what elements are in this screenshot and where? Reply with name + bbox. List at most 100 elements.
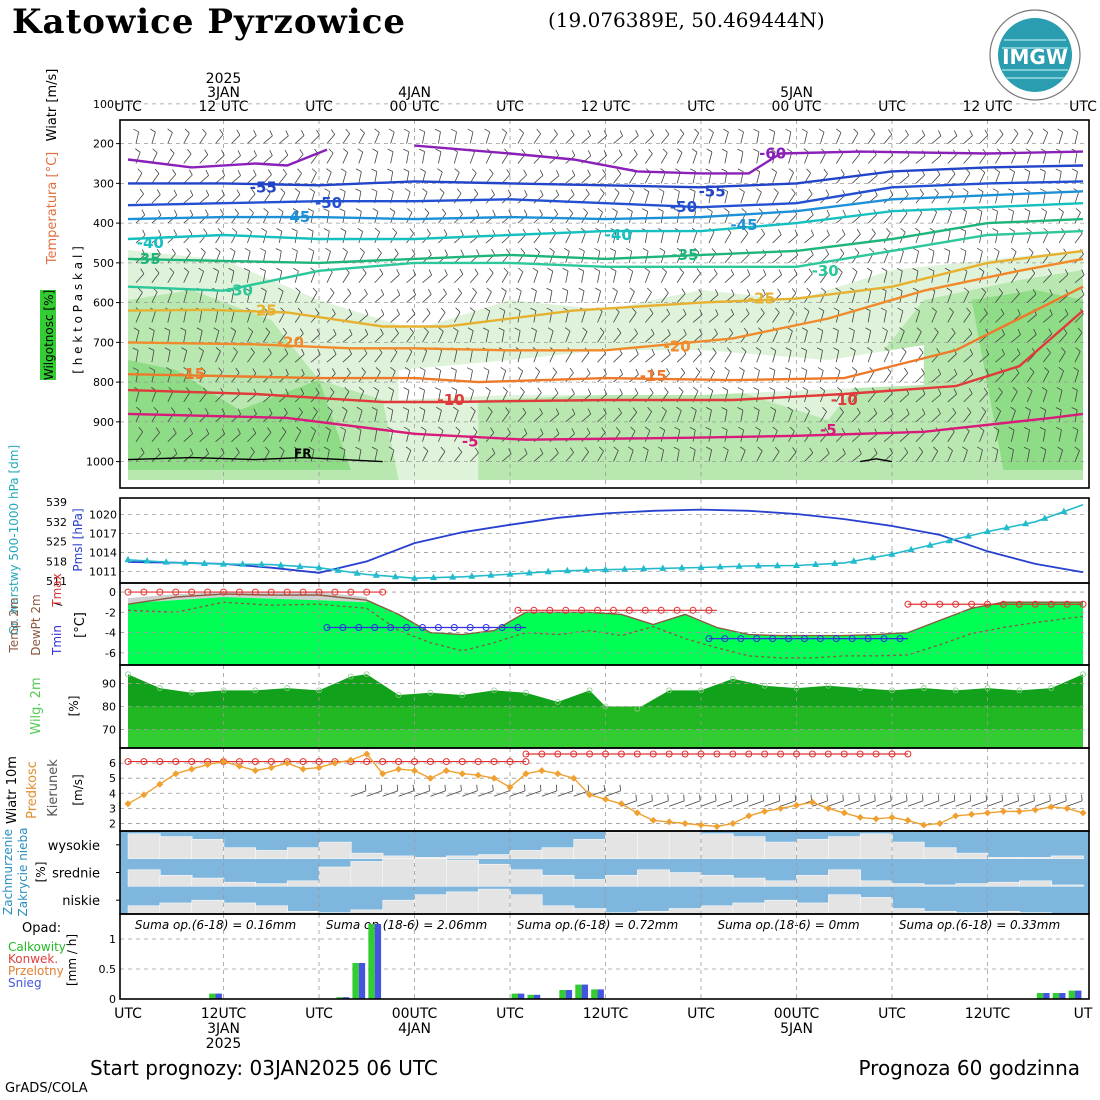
wind-barb [517,350,522,363]
precip-bar-snow [533,994,541,999]
wind-barb [422,410,426,422]
cloud-bar [350,861,384,887]
wind-barb [167,272,175,283]
wind-barb [756,212,764,224]
wind-barb-feather [407,208,413,213]
tmax-marker [331,588,339,596]
wind-barb [995,211,998,224]
wind-barb-feather [532,267,539,272]
time-label: UTC [305,1006,333,1022]
cloud-bar [318,866,352,887]
wind-barb [294,135,305,144]
geopotential-marker [888,550,896,557]
wind-barb [995,231,999,244]
wind-barb-feather [1015,367,1020,374]
wind-barb [422,350,428,363]
cloud-bar [127,869,161,887]
wind-barb-feather [912,287,919,292]
wind-barb-feather [250,347,255,353]
wind-barb-feather [690,208,696,212]
wind-barb [963,374,974,383]
wind-barb [151,350,155,363]
wind-barb [454,274,464,284]
wind-barb-feather [502,386,508,392]
wind-barb-feather [491,248,495,255]
wind-barb [231,433,241,443]
wind-barb [756,274,767,284]
gust-marker [856,750,864,758]
wind-barb-feather [173,448,178,454]
tmax-marker [968,600,976,608]
wind-barb-feather [630,426,636,432]
wind-barb [995,134,1004,144]
wind-barb-feather [849,347,856,351]
wind-barb [358,353,368,363]
wind-barb [167,153,175,164]
wind-barb [836,194,846,204]
wind-barb [851,153,861,164]
precip-sum-label: Suma op.(18-6) = 0mm [717,918,859,932]
wind-barb [1042,231,1049,244]
wind-barb-feather [571,428,575,434]
tmin-marker [339,624,347,632]
wind-barb-feather [881,267,888,272]
wind-barb-feather [309,188,315,193]
wind-barb-feather [470,406,476,412]
wind-barb-feather [269,130,273,137]
freezing-line [127,456,383,463]
wind-barb-feather [1017,329,1021,335]
tmax-marker [140,588,148,596]
wind-barb-feather [539,408,543,414]
wind-barb [135,410,142,423]
wind-barb [469,350,473,363]
wind-barb [867,271,873,283]
wind-barb [135,273,145,283]
wind-barb-feather [644,426,651,431]
wind-barb-feather [707,386,714,391]
wind-barb-feather [833,347,839,351]
wind-barb-feather [705,427,712,431]
wind-barb-feather [189,209,194,216]
wind-barb [804,431,812,442]
wind-barb [947,431,955,442]
cloud-bar [732,836,766,859]
cloud-bar [573,908,607,915]
wind-barb [278,332,287,343]
tick-label: 500 [93,257,114,270]
wind-barb-feather [276,267,282,272]
wind-barb [756,410,760,422]
wind-barb-feather [665,129,670,135]
wind-speed-marker [713,823,721,830]
wind-barb-feather [809,447,814,454]
wind-barb [469,152,475,164]
wind-barb [247,331,254,343]
isotherm-label: -30 [226,282,253,300]
wind-barb-feather [1040,407,1046,411]
cloud-bar [1019,857,1052,859]
wind-barb-feather [1055,168,1062,172]
wind-barb [342,410,348,422]
wind-barb-feather [1063,328,1068,334]
wind-barb [724,351,732,363]
wind-barb [366,790,382,797]
wind-barb-feather [897,307,904,312]
wind-barb [772,350,777,363]
wind-barb [979,292,987,303]
wind-barb-feather [705,407,712,411]
wind-barb [390,351,398,363]
wind-barb-feather [914,227,921,233]
wind-barb [684,800,701,807]
wind-barb [501,291,507,303]
wind-barb-feather [762,288,766,295]
wind-speed-marker [220,758,227,766]
wind-barb-feather [981,287,987,293]
cloud-bar [732,902,766,915]
isotherm-label: -50 [315,194,342,212]
wind-barb [135,452,145,462]
wind-barb-feather [626,248,632,252]
wind-barb-feather [490,427,495,433]
wind-barb-feather [769,387,775,391]
wind-barb [788,193,796,204]
time-label: 00 UTC [771,99,821,115]
wind-barb [883,213,893,224]
